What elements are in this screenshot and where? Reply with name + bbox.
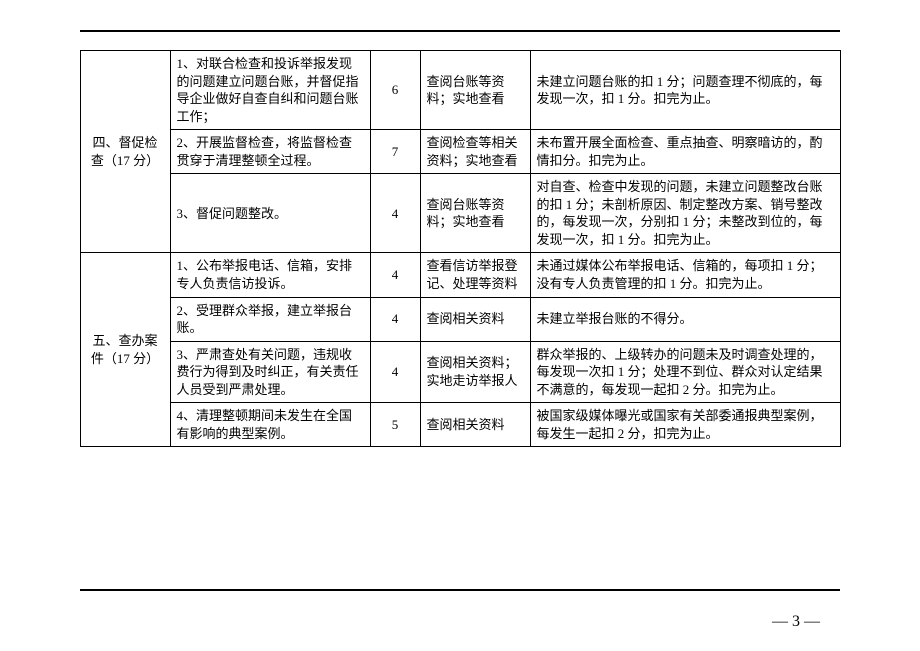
criteria-cell: 未建立举报台账的不得分。 xyxy=(530,297,840,341)
score-cell: 6 xyxy=(370,51,420,130)
method-cell: 查阅相关资料；实地走访举报人 xyxy=(420,341,530,403)
score-cell: 4 xyxy=(370,253,420,297)
score-cell: 4 xyxy=(370,174,420,253)
criteria-cell: 被国家级媒体曝光或国家有关部委通报典型案例，每发生一起扣 2 分，扣完为止。 xyxy=(530,403,840,447)
criteria-cell: 未通过媒体公布举报电话、信箱的，每项扣 1 分；没有专人负责管理的扣 1 分。扣… xyxy=(530,253,840,297)
method-cell: 查阅相关资料 xyxy=(420,297,530,341)
score-cell: 7 xyxy=(370,130,420,174)
item-cell: 2、开展监督检查，将监督检查贯穿于清理整顿全过程。 xyxy=(170,130,370,174)
page-number: — 3 — xyxy=(772,613,820,631)
score-cell: 5 xyxy=(370,403,420,447)
criteria-cell: 群众举报的、上级转办的问题未及时调查处理的，每发现一次扣 1 分；处理不到位、群… xyxy=(530,341,840,403)
item-cell: 4、清理整顿期间未发生在全国有影响的典型案例。 xyxy=(170,403,370,447)
method-cell: 查看信访举报登记、处理等资料 xyxy=(420,253,530,297)
top-rule xyxy=(80,30,840,32)
item-cell: 3、严肃查处有关问题，违规收费行为得到及时纠正，有关责任人员受到严肃处理。 xyxy=(170,341,370,403)
score-cell: 4 xyxy=(370,341,420,403)
item-cell: 1、对联合检查和投诉举报发现的问题建立问题台账，并督促指导企业做好自查自纠和问题… xyxy=(170,51,370,130)
method-cell: 查阅检查等相关资料；实地查看 xyxy=(420,130,530,174)
method-cell: 查阅台账等资料；实地查看 xyxy=(420,174,530,253)
criteria-cell: 对自查、检查中发现的问题，未建立问题整改台账的扣 1 分；未剖析原因、制定整改方… xyxy=(530,174,840,253)
method-cell: 查阅相关资料 xyxy=(420,403,530,447)
item-cell: 2、受理群众举报，建立举报台账。 xyxy=(170,297,370,341)
category-cell-4: 四、督促检查（17 分） xyxy=(80,51,170,253)
score-cell: 4 xyxy=(370,297,420,341)
item-cell: 1、公布举报电话、信箱，安排专人负责信访投诉。 xyxy=(170,253,370,297)
evaluation-table: 四、督促检查（17 分） 1、对联合检查和投诉举报发现的问题建立问题台账，并督促… xyxy=(80,50,841,447)
item-cell: 3、督促问题整改。 xyxy=(170,174,370,253)
criteria-cell: 未建立问题台账的扣 1 分；问题查理不彻底的，每发现一次，扣 1 分。扣完为止。 xyxy=(530,51,840,130)
bottom-rule xyxy=(80,589,840,591)
method-cell: 查阅台账等资料；实地查看 xyxy=(420,51,530,130)
criteria-cell: 未布置开展全面检查、重点抽查、明察暗访的，酌情扣分。扣完为止。 xyxy=(530,130,840,174)
category-cell-5: 五、查办案件（17 分） xyxy=(80,253,170,447)
